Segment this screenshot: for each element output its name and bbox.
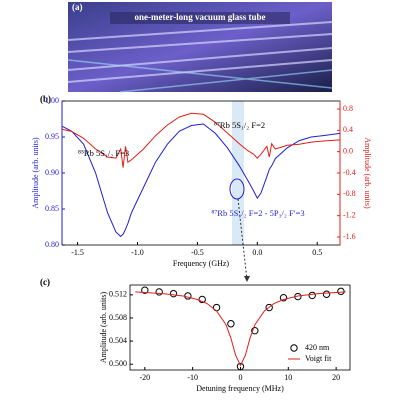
arrow-head bbox=[244, 276, 250, 282]
highlight-band bbox=[232, 101, 244, 245]
y-tick-label: 0.95 bbox=[45, 132, 59, 141]
y-tick-label: 0.504 bbox=[109, 336, 127, 345]
caption-box bbox=[110, 12, 290, 24]
data-point bbox=[141, 286, 149, 294]
y-tick-label: 0.90 bbox=[45, 168, 59, 177]
series-line bbox=[135, 291, 346, 367]
x-tick-label: 0 bbox=[238, 373, 242, 382]
y2-tick-label: -0.8 bbox=[343, 189, 356, 198]
data-point bbox=[308, 291, 316, 300]
y2-tick-label: -1.2 bbox=[343, 210, 356, 219]
x-axis-label: Frequency (GHz) bbox=[173, 259, 230, 268]
plot-frame bbox=[61, 100, 341, 246]
data-point bbox=[169, 289, 178, 298]
y-axis-label: Amplitude (arb. units) bbox=[31, 137, 40, 209]
x-tick-label: 0.5 bbox=[312, 248, 322, 257]
y2-tick-label: 0.0 bbox=[343, 146, 353, 155]
y-tick-label: 0.500 bbox=[109, 359, 127, 368]
data-point bbox=[227, 320, 235, 328]
y2-tick-label: 0.8 bbox=[343, 104, 353, 113]
legend-label: Voigt fit bbox=[305, 354, 332, 363]
series-line bbox=[61, 112, 341, 168]
data-point bbox=[279, 294, 288, 302]
y-axis-label: Amplitude (arb. units) bbox=[99, 292, 108, 364]
x-tick-label: 10 bbox=[284, 373, 292, 382]
y2-tick-label: -0.4 bbox=[343, 168, 356, 177]
data-point bbox=[198, 295, 206, 304]
y-tick-label: 0.512 bbox=[109, 290, 127, 299]
photo-caption: one-meter-long vacuum glass tube bbox=[135, 12, 266, 22]
data-point bbox=[322, 290, 331, 298]
legend-label: 420 nm bbox=[305, 343, 330, 352]
x-tick-label: 20 bbox=[332, 373, 340, 382]
annotation: ⁸⁵Rb 5S₁/₂ F=3 bbox=[78, 148, 129, 158]
annotation: ⁸⁷Rb 5S₁/₂ F=2 bbox=[214, 120, 265, 130]
y-tick-label: 0.80 bbox=[45, 240, 59, 249]
photo: one-meter-long vacuum glass tube (a) bbox=[67, 2, 333, 93]
x-tick-label: 0.0 bbox=[252, 248, 262, 257]
x-tick-label: -10 bbox=[187, 373, 198, 382]
panel-label: (a) bbox=[72, 2, 83, 12]
panel-label: (b) bbox=[40, 94, 51, 104]
x-tick-label: -1.0 bbox=[131, 248, 144, 257]
y2-tick-label: 0.4 bbox=[343, 125, 353, 134]
y2-axis-label: Amplitude (arb. units) bbox=[363, 137, 372, 209]
series-line bbox=[61, 123, 341, 238]
data-point bbox=[236, 362, 245, 371]
x-tick-label: -20 bbox=[139, 373, 150, 382]
data-point bbox=[265, 303, 273, 312]
pointer-arrow bbox=[237, 198, 248, 281]
y2-tick-label: -1.6 bbox=[343, 232, 356, 241]
tube bbox=[67, 21, 333, 83]
legend-swatch bbox=[290, 344, 298, 352]
y-tick-label: 0.85 bbox=[45, 204, 59, 213]
tube bbox=[67, 59, 333, 93]
data-point bbox=[251, 326, 259, 335]
data-point bbox=[337, 287, 345, 296]
y-tick-label: 1.00 bbox=[45, 96, 59, 105]
x-tick-label: -1.5 bbox=[71, 248, 84, 257]
panel-label: (c) bbox=[40, 277, 50, 287]
highlight-ellipse bbox=[229, 178, 245, 200]
x-axis-label: Detuning frequency (MHz) bbox=[196, 384, 284, 393]
annotation: ⁸⁷Rb 5S₁/₂ F=2 - 5P₃/₂ F′=3 bbox=[211, 208, 304, 218]
x-tick-label: -0.5 bbox=[191, 248, 204, 257]
data-point bbox=[155, 288, 163, 296]
y-tick-label: 0.508 bbox=[109, 313, 127, 322]
